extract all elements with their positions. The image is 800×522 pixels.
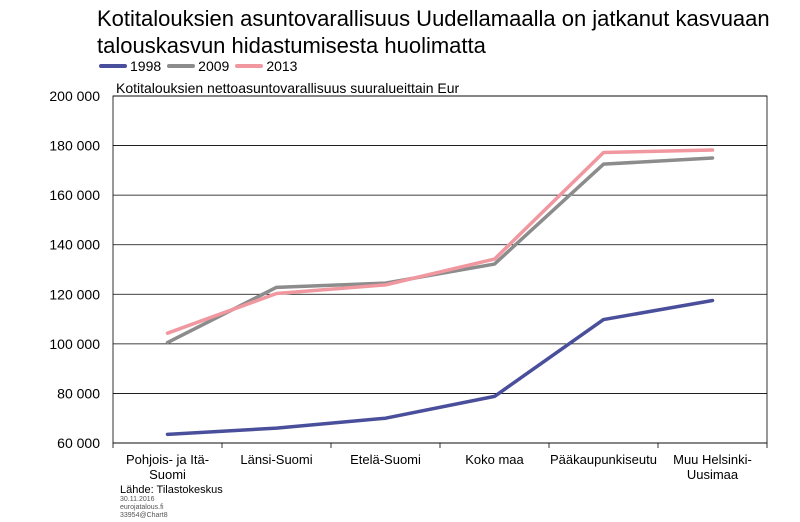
y-tick-label: 60 000 (57, 435, 100, 451)
series-line-1998 (165, 298, 715, 437)
legend-item-1998: 1998 (99, 58, 161, 74)
legend-item-2009: 2009 (167, 58, 229, 74)
x-tick-label: Pääkaupunkiseutu (550, 452, 657, 467)
x-tick-label: Muu Helsinki-Uusimaa (673, 452, 752, 482)
y-tick-label: 160 000 (49, 187, 100, 203)
meta-chart-id: 33954@Chart8 (120, 512, 168, 519)
y-tick-label: 180 000 (49, 138, 100, 154)
legend-label-1998: 1998 (130, 58, 162, 74)
chart-subtitle: Kotitalouksien nettoasuntovarallisuus su… (116, 80, 460, 96)
source-label: Lähde: Tilastokeskus (120, 484, 223, 496)
y-tick-label: 120 000 (49, 286, 100, 302)
legend-swatch-2009 (167, 64, 196, 68)
y-tick-label: 140 000 (49, 237, 100, 253)
x-tick-label: Etelä-Suomi (350, 452, 421, 467)
chart-title: Kotitalouksien asuntovarallisuus Uudella… (97, 6, 770, 58)
x-tick-label: Pohjois- ja Itä-Suomi (126, 452, 209, 482)
legend-item-2013: 2013 (235, 58, 297, 74)
legend-swatch-1998 (99, 64, 127, 68)
series-line-2013 (165, 148, 715, 335)
meta-site: eurojatalous.fi (120, 504, 164, 511)
footer: Lähde: Tilastokeskus 30.11.2016 eurojata… (120, 484, 223, 520)
y-tick-label: 100 000 (49, 336, 100, 352)
y-tick-label: 200 000 (49, 88, 100, 104)
meta-date: 30.11.2016 (120, 496, 155, 503)
plot-area (112, 95, 768, 444)
legend-swatch-2013 (235, 64, 264, 68)
legend-label-2013: 2013 (266, 58, 298, 74)
legend: 1998 2009 2013 (99, 58, 297, 74)
y-tick-label: 80 000 (57, 385, 100, 401)
x-tick-label: Koko maa (465, 452, 524, 467)
legend-label-2009: 2009 (198, 58, 230, 74)
x-tick-label: Länsi-Suomi (240, 452, 312, 467)
